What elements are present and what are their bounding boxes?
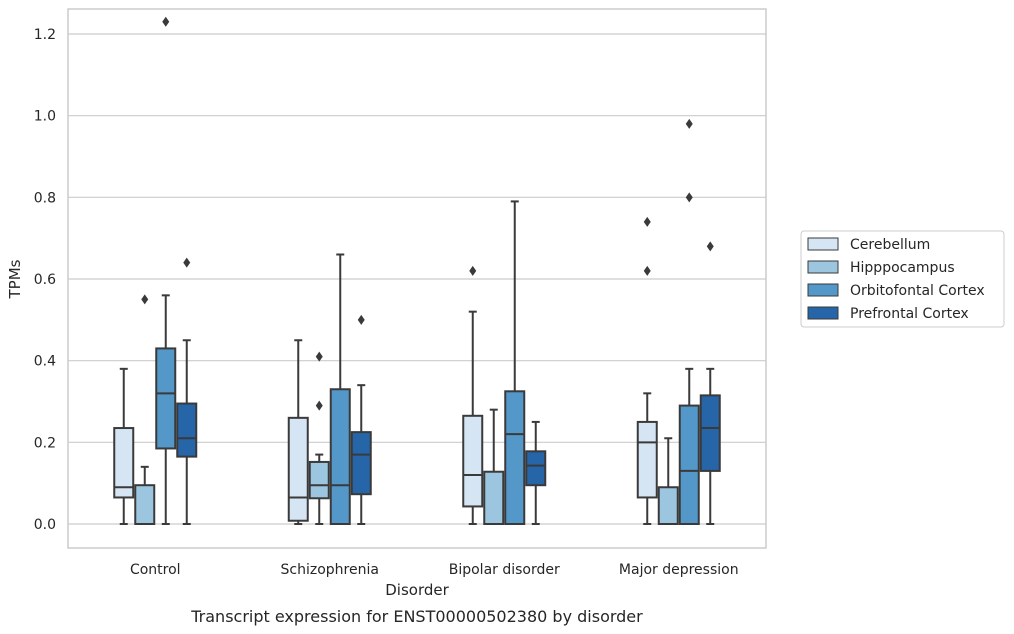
box-iqr — [134, 484, 156, 526]
legend-swatch — [807, 306, 839, 320]
x-axis-ticks: Control Schizophrenia Bipolar disorder Majo… — [130, 562, 739, 578]
box-prefrontal-cortex — [525, 420, 547, 525]
box-iqr — [155, 347, 177, 450]
outlier-point — [141, 294, 149, 305]
box-hipppocampus — [308, 351, 330, 525]
y-tick-label: 1.2 — [34, 27, 56, 43]
outlier-point — [706, 241, 714, 252]
box-orbitofontal-cortex — [155, 16, 177, 525]
box-iqr — [308, 460, 330, 500]
y-tick-label: 0.6 — [34, 272, 56, 288]
box-iqr — [678, 404, 700, 526]
box-cerebellum — [636, 216, 658, 525]
box-cerebellum — [287, 339, 309, 525]
box-iqr — [483, 470, 505, 526]
y-tick-label: 0.4 — [34, 354, 56, 370]
box-iqr — [636, 420, 658, 499]
box-orbitofontal-cortex — [504, 200, 526, 525]
box-iqr — [657, 486, 679, 525]
x-axis-label: Disorder — [385, 581, 449, 599]
outlier-point — [162, 16, 170, 27]
outlier-point — [183, 257, 191, 268]
outlier-point — [315, 400, 323, 411]
box-cerebellum — [113, 367, 135, 525]
box-iqr — [525, 450, 547, 487]
legend-swatch — [807, 283, 839, 297]
outlier-point — [469, 265, 477, 276]
box-hipppocampus — [134, 294, 156, 526]
x-tick-label: Bipolar disorder — [449, 562, 560, 578]
chart-caption: Transcript expression for ENST0000050238… — [190, 607, 643, 626]
legend-frame — [800, 230, 1005, 328]
legend-label: Prefrontal Cortex — [850, 306, 969, 322]
box-hipppocampus — [657, 437, 679, 525]
y-tick-label: 0.0 — [34, 517, 56, 533]
y-tick-label: 0.2 — [34, 435, 56, 451]
box-orbitofontal-cortex — [678, 118, 700, 526]
x-tick-label: Schizophrenia — [281, 562, 379, 578]
outlier-point — [685, 192, 693, 203]
box-iqr — [287, 416, 309, 522]
box-iqr — [462, 414, 484, 508]
legend-swatch — [807, 237, 839, 251]
box-iqr — [113, 427, 135, 499]
x-tick-label: Major depression — [619, 562, 739, 578]
box-prefrontal-cortex — [176, 257, 198, 525]
box-orbitofontal-cortex — [329, 253, 351, 525]
box-iqr — [176, 402, 198, 458]
box-hipppocampus — [483, 408, 505, 526]
legend-label: Orbitofontal Cortex — [850, 283, 985, 299]
legend-label: Cerebellum — [850, 237, 930, 253]
x-tick-label: Control — [130, 562, 181, 578]
legend-label: Hipppocampus — [850, 260, 955, 276]
legend: Cerebellum Hipppocampus Orbitofontal Corte… — [800, 230, 1005, 328]
y-tick-label: 1.0 — [34, 109, 56, 125]
outlier-point — [315, 351, 323, 362]
box-iqr — [350, 431, 372, 496]
box-cerebellum — [462, 265, 484, 525]
box-prefrontal-cortex — [350, 314, 372, 525]
outlier-point — [643, 216, 651, 227]
box-iqr — [329, 388, 351, 525]
outlier-point — [643, 265, 651, 276]
outlier-point — [357, 314, 365, 325]
y-axis-label: TPMs — [6, 259, 24, 299]
outlier-point — [685, 118, 693, 129]
y-tick-label: 0.8 — [34, 190, 56, 206]
box-iqr — [699, 394, 721, 472]
legend-swatch — [807, 260, 839, 274]
box-iqr — [504, 390, 526, 525]
y-axis-ticks: 0.0 0.2 0.4 0.6 0.8 1.0 1.2 — [34, 27, 56, 533]
box-prefrontal-cortex — [699, 241, 721, 525]
box-groups — [113, 16, 721, 526]
